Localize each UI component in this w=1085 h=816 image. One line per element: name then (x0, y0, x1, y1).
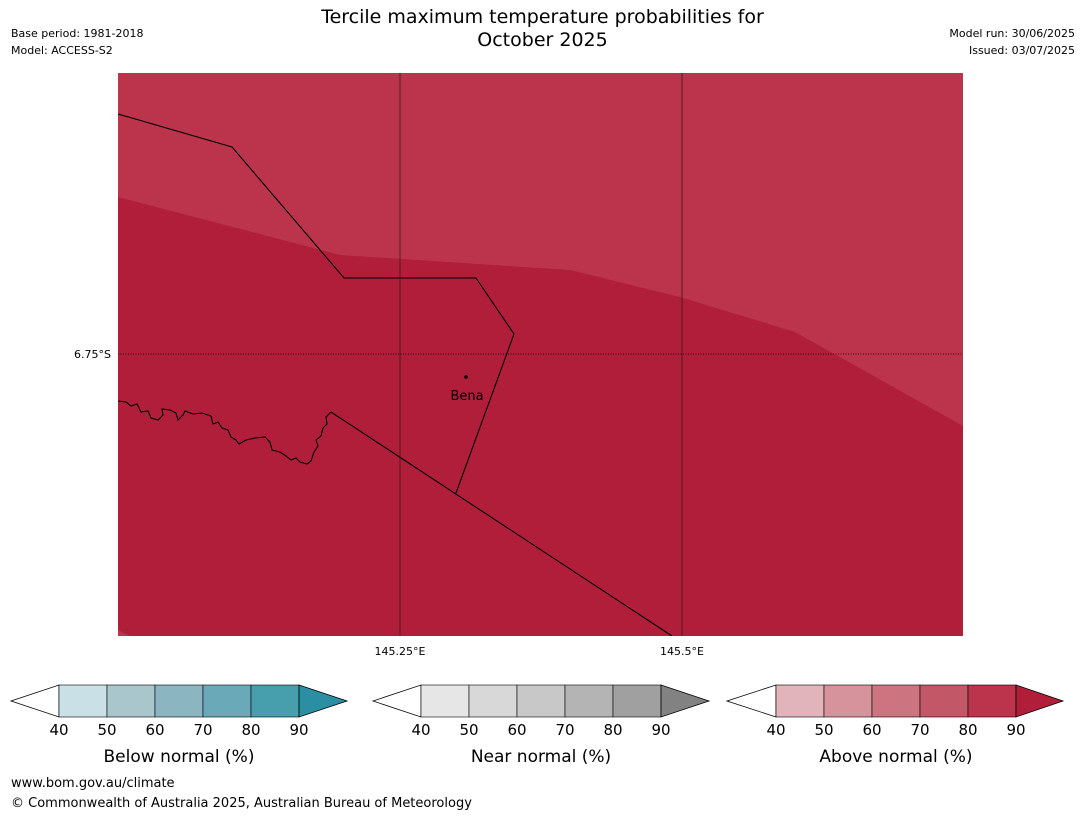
header-meta-left: Base period: 1981-2018 Model: ACCESS-S2 (11, 25, 143, 59)
issued-text: Issued: 03/07/2025 (968, 44, 1075, 57)
legend-tick-label: 50 (97, 721, 116, 739)
legend-tick-label: 40 (49, 721, 68, 739)
legend-extend-low (725, 684, 777, 718)
base-period-text: Base period: 1981-2018 (11, 27, 144, 40)
legend-tick-label: 40 (766, 721, 785, 739)
legend-extend-high (298, 684, 349, 718)
legend-swatch (775, 684, 825, 718)
legend-below-normal: 40 50 60 70 80 90 Below normal (%) (9, 684, 349, 767)
probability-region-90-plus (118, 197, 963, 636)
lat-label: 6.75°S (74, 348, 111, 361)
legend-swatch (420, 684, 470, 718)
header-meta-right: Model run: 30/06/2025 Issued: 03/07/2025 (949, 25, 1075, 59)
legend-title: Above normal (%) (819, 747, 972, 767)
bena-marker (464, 375, 468, 379)
legend-title: Near normal (%) (471, 747, 611, 767)
legend-tick-label: 80 (958, 721, 977, 739)
model-text: Model: ACCESS-S2 (11, 44, 113, 57)
legend-tick-label: 60 (145, 721, 164, 739)
legend-swatch (202, 684, 252, 718)
map-title: Tercile maximum temperature probabilitie… (0, 6, 1085, 52)
footer-url: www.bom.gov.au/climate (11, 776, 175, 791)
lon-label-145-5: 145.5°E (660, 645, 704, 658)
legend-tick-label: 80 (603, 721, 622, 739)
legend-near-normal: 40 50 60 70 80 90 Near normal (%) (371, 684, 711, 767)
map-title-line2: October 2025 (477, 29, 608, 51)
legend-swatch (250, 684, 300, 718)
legend-swatch (106, 684, 156, 718)
legend-swatch (823, 684, 873, 718)
legend-swatch (154, 684, 204, 718)
legend-swatch (967, 684, 1017, 718)
legend-tick-label: 70 (910, 721, 929, 739)
legend-swatch (58, 684, 108, 718)
legend-extend-high (660, 684, 711, 718)
legend-tick-label: 70 (555, 721, 574, 739)
legend-tick-label: 40 (411, 721, 430, 739)
legend-tick-label: 80 (241, 721, 260, 739)
legend-title: Below normal (%) (104, 747, 255, 767)
province-border-south (330, 411, 673, 636)
legend-swatch (919, 684, 969, 718)
legend-swatch (516, 684, 566, 718)
map-title-line1: Tercile maximum temperature probabilitie… (321, 6, 764, 28)
province-border-west (118, 400, 332, 465)
legend-extend-high (1015, 684, 1065, 718)
legend-swatch (564, 684, 614, 718)
legend-swatch (612, 684, 662, 718)
map-panel: Bena (118, 73, 963, 636)
legend-tick-label: 90 (1006, 721, 1025, 739)
legend-extend-low (9, 684, 60, 718)
legend-swatch (871, 684, 921, 718)
province-border-north (118, 113, 515, 494)
legend-extend-low (371, 684, 422, 718)
legend-tick-label: 60 (507, 721, 526, 739)
legend-above-normal: 40 50 60 70 80 90 Above normal (%) (725, 684, 1065, 767)
legend-tick-label: 90 (651, 721, 670, 739)
legend-tick-label: 60 (862, 721, 881, 739)
legend-tick-label: 70 (193, 721, 212, 739)
legend-tick-label: 50 (814, 721, 833, 739)
bena-label: Bena (450, 389, 483, 404)
lon-label-145-25: 145.25°E (375, 645, 426, 658)
legend-tick-label: 90 (289, 721, 308, 739)
model-run-text: Model run: 30/06/2025 (949, 27, 1075, 40)
legend-tick-label: 50 (459, 721, 478, 739)
footer-copyright: © Commonwealth of Australia 2025, Austra… (11, 796, 472, 811)
legend-swatch (468, 684, 518, 718)
